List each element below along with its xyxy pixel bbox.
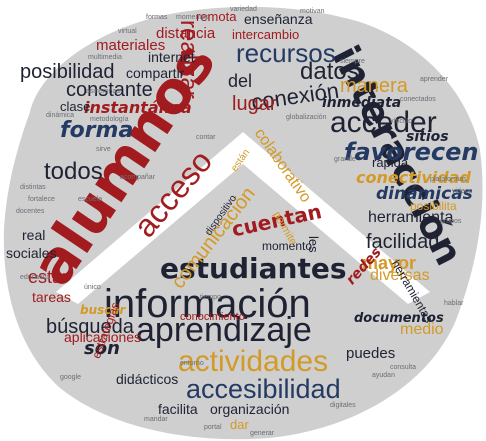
word-globalizacion: globalización — [286, 114, 327, 121]
word-rapida: rápida — [372, 155, 409, 170]
word-tiempo: tiempo — [200, 294, 222, 301]
word-busqueda: búsqueda — [46, 316, 134, 338]
word-momento: momento — [262, 239, 313, 253]
word-ensenanza: enseñanza — [244, 11, 313, 27]
word-entorno: entorno — [180, 360, 204, 367]
word-accesibilidad: accesibilidad — [186, 374, 341, 404]
word-forma: forma — [60, 118, 134, 143]
word-conocimiento: conocimiento — [180, 311, 245, 323]
word-actividades: actividades — [178, 345, 329, 378]
word-acompanar: acompañar — [120, 174, 156, 181]
word-aprender: aprender — [420, 76, 449, 83]
word-google: google — [60, 374, 82, 381]
word-formas: formas — [146, 14, 168, 21]
word-digitales: digitales — [330, 402, 356, 409]
word-real: real — [22, 227, 46, 243]
word-conectados: conectados — [400, 96, 436, 103]
word-aprendizaje: aprendizaje — [136, 311, 312, 349]
word-les: les — [306, 236, 321, 253]
word-tareas: tareas — [32, 289, 71, 305]
word-vinculo: vínculo — [390, 118, 413, 125]
word-grupos: grupos — [440, 218, 462, 225]
word-contar: contar — [196, 134, 216, 141]
word-estudiantes: estudiantes — [160, 252, 347, 285]
word-constante: constante — [66, 79, 153, 101]
word-metodologia: metodología — [90, 116, 129, 123]
word-acceder: acceder — [330, 106, 437, 139]
word-dinamica: dinámica — [46, 112, 75, 119]
word-distancia: distancia — [156, 25, 216, 42]
word-asincronas: asincronas — [86, 88, 120, 95]
word-estar: estar — [28, 267, 69, 287]
word-escuela: escuela — [78, 196, 103, 203]
word-mayor: mayor — [362, 253, 417, 273]
word-dar: dar — [230, 417, 249, 432]
word-portal: portal — [204, 424, 222, 431]
word-hablar: hablar — [444, 300, 464, 307]
word-dinamicas: dinámicas — [376, 184, 473, 204]
word-materiales: materiales — [96, 37, 166, 54]
word-sitios: sitios — [406, 129, 449, 145]
word-facilidad: facilidad — [366, 231, 440, 253]
word-facilita: facilita — [158, 401, 198, 417]
word-instantanea: instantánea — [84, 98, 192, 117]
word-del: del — [228, 71, 253, 91]
word-clase: clase — [60, 99, 91, 114]
word-favorecen: favorecen — [344, 138, 479, 166]
word-variedad: variedad — [230, 6, 257, 13]
word-compartir: compartir — [126, 65, 185, 81]
word-didacticos: didácticos — [116, 371, 179, 387]
word-siempre: siempre — [340, 58, 365, 65]
word-inmediata: inmediata — [322, 95, 402, 111]
grey-blob-shape — [3, 6, 483, 440]
word-consulta: consulta — [390, 364, 417, 371]
word-videos: videos — [452, 188, 473, 195]
word-motivan: motivan — [300, 8, 325, 15]
word-internet: internet — [148, 49, 195, 65]
word-posibilidad: posibilidad — [20, 61, 115, 83]
word-distintas: distintas — [20, 184, 46, 191]
word-unico: único — [84, 284, 101, 291]
word-medio: medio — [400, 321, 444, 338]
word-multimedia: multimedia — [88, 54, 122, 61]
word-son: son — [84, 338, 120, 359]
word-remota: remota — [196, 9, 237, 24]
word-momentos: momentos — [176, 14, 209, 21]
word-grande: grande — [334, 156, 356, 163]
word-fortalece: fortalece — [28, 196, 55, 203]
word-manera: manera — [340, 75, 408, 97]
word-virtual: virtual — [118, 28, 137, 35]
word-aplicaciones: aplicaciones — [64, 329, 142, 345]
word-organizacion: organización — [210, 401, 290, 417]
word-puedes: puedes — [346, 345, 396, 362]
word-herramienta: herramienta — [368, 209, 454, 226]
word-sirve: sirve — [96, 146, 111, 153]
word-mandar: mandar — [144, 416, 168, 423]
word-generar: generar — [250, 430, 275, 437]
word-intercambio: intercambio — [232, 27, 300, 42]
word-documentos: documentos — [354, 311, 444, 326]
word-datos: datos — [300, 58, 359, 85]
word-diversas: diversas — [370, 267, 430, 284]
word-ayudan: ayudan — [372, 372, 395, 379]
word-plataformas: plataformas — [430, 176, 467, 183]
word-buscar: buscar — [80, 303, 126, 317]
word-informacion: información — [104, 282, 311, 326]
word-docentes: docentes — [16, 208, 45, 215]
word-lugar: lugar — [232, 93, 277, 115]
word-recursos: recursos — [236, 38, 336, 68]
word-todos: todos — [44, 158, 103, 185]
word-sociales: sociales — [6, 245, 57, 261]
word-posibilita: posibilita — [410, 199, 457, 213]
white-chevron-shape — [56, 132, 430, 304]
word-educativa: educativa — [20, 274, 50, 281]
word-conectividad: conectividad — [356, 168, 471, 187]
